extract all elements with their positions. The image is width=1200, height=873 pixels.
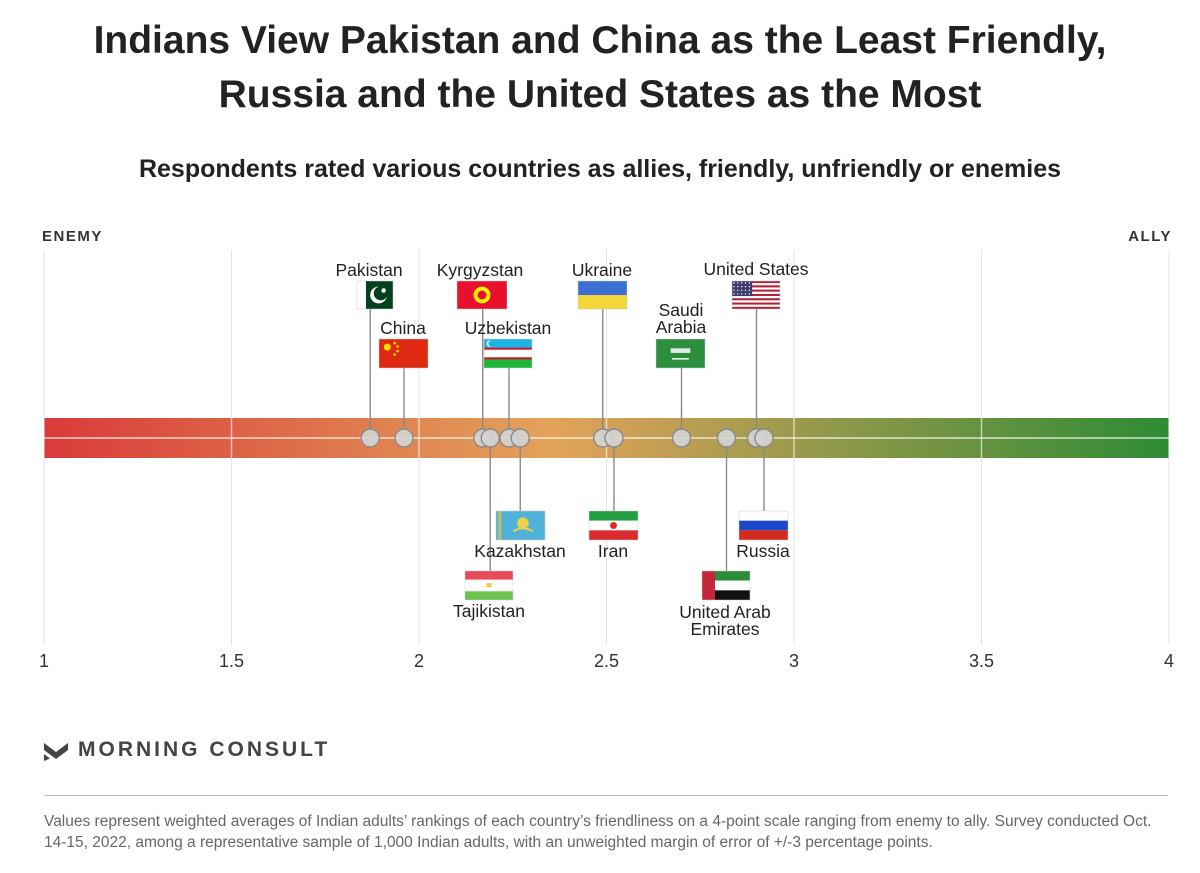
tick-label-2.5: 2.5 [594, 651, 619, 671]
china-flag-icon [378, 338, 429, 369]
label-saudi-arabia: Saudi Arabia [656, 300, 707, 337]
label-iran: Iran [598, 541, 628, 561]
label-kyrgyzstan: Kyrgyzstan [437, 260, 524, 280]
point-kazakhstan [510, 428, 530, 448]
title-line-1: Indians View Pakistan and China as the L… [93, 19, 1107, 62]
morning-consult-mark-icon [44, 743, 68, 761]
russia-flag-icon [738, 510, 789, 541]
tajikistan-flag-icon [464, 570, 514, 601]
tick-label-3.5: 3.5 [969, 651, 994, 671]
label-kazakhstan: Kazakhstan [474, 541, 565, 561]
point-tajikistan [480, 428, 500, 448]
ally-label: ALLY [1128, 228, 1172, 245]
morning-consult-logo: MORNING CONSULT [44, 738, 330, 762]
point-united-arab-emirates [716, 428, 737, 448]
label-china: China [380, 318, 426, 338]
label-tajikistan: Tajikistan [453, 601, 525, 621]
tick-label-1.5: 1.5 [219, 651, 244, 671]
footnote: Values represent weighted averages of In… [44, 813, 1152, 851]
chart-subtitle: Respondents rated various countries as a… [138, 155, 1062, 183]
tick-label-4: 4 [1164, 651, 1174, 671]
saudi-arabia-flag-icon [655, 338, 706, 369]
point-russia [754, 428, 774, 448]
point-iran [604, 428, 624, 448]
enemy-label: ENEMY [42, 228, 103, 245]
ukraine-flag-icon [577, 280, 628, 310]
footer-divider [44, 795, 1168, 796]
united-states-flag-icon [731, 280, 781, 310]
point-saudi-arabia [671, 428, 692, 448]
label-pakistan: Pakistan [335, 260, 402, 280]
label-united-states: United States [703, 259, 808, 279]
title-line-2: Russia and the United States as the Most [218, 73, 982, 116]
tick-label-1: 1 [39, 651, 49, 671]
label-united-arab-emirates: United Arab Emirates [679, 602, 770, 639]
kyrgyzstan-flag-icon [456, 280, 508, 310]
chart-title: Indians View Pakistan and China as the L… [0, 14, 1200, 122]
pakistan-flag-icon [356, 280, 394, 310]
uzbekistan-flag-icon [483, 338, 533, 369]
point-pakistan [360, 428, 380, 448]
iran-flag-icon [588, 510, 639, 541]
united-arab-emirates-flag-icon [701, 570, 751, 601]
kazakhstan-flag-icon [495, 510, 546, 541]
label-uzbekistan: Uzbekistan [465, 318, 552, 338]
label-ukraine: Ukraine [572, 260, 632, 280]
tick-label-2: 2 [414, 651, 424, 671]
point-china [394, 428, 414, 448]
label-russia: Russia [736, 541, 790, 561]
logo-text: MORNING CONSULT [78, 738, 331, 761]
tick-label-3: 3 [789, 651, 799, 671]
